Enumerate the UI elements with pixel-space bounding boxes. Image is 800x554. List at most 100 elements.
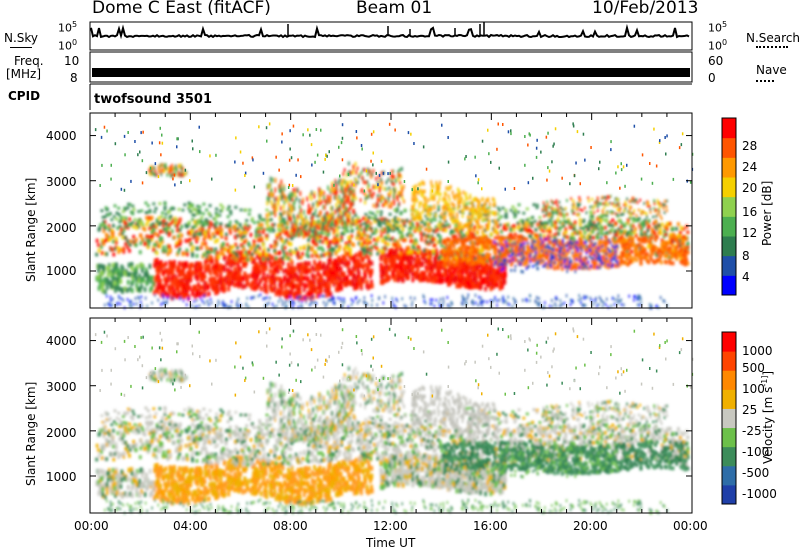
data-cell [404, 264, 408, 270]
data-cell [434, 213, 437, 218]
data-cell [168, 218, 172, 222]
data-cell [220, 228, 224, 233]
data-cell [278, 183, 281, 189]
data-cell [182, 262, 186, 268]
data-cell [378, 222, 382, 226]
data-cell [177, 261, 181, 267]
freq-label-1: Freq. [14, 54, 44, 68]
data-cell [630, 249, 634, 254]
data-cell [347, 267, 351, 273]
data-cell [170, 295, 174, 301]
data-cell [156, 289, 160, 295]
data-cell [483, 228, 487, 233]
data-cell [310, 273, 314, 279]
data-cell [214, 239, 217, 244]
data-cell [188, 267, 192, 273]
data-cell [324, 252, 328, 256]
data-cell [432, 272, 436, 278]
data-cell [545, 228, 549, 233]
data-cell [397, 230, 401, 234]
data-cell [153, 210, 157, 214]
data-cell [190, 248, 194, 253]
data-cell [203, 230, 207, 235]
data-cell [363, 221, 367, 225]
data-cell [467, 264, 471, 270]
data-cell [337, 255, 341, 261]
data-cell [400, 252, 404, 258]
data-cell [413, 250, 416, 255]
data-cell [441, 227, 445, 232]
data-cell [164, 227, 168, 232]
data-cell [214, 225, 218, 229]
data-cell [241, 256, 245, 261]
data-cell [458, 226, 461, 231]
data-cell [215, 220, 219, 225]
data-cell [196, 231, 199, 236]
data-cell [473, 249, 477, 254]
data-cell [242, 240, 246, 245]
data-cell [175, 241, 179, 246]
freq-panel [89, 51, 693, 83]
data-cell [647, 224, 651, 229]
data-cell [108, 227, 112, 232]
data-cell [411, 244, 415, 249]
data-cell [429, 260, 432, 266]
data-cell [308, 230, 311, 236]
data-cell [399, 260, 403, 266]
data-cell [392, 224, 396, 228]
data-cell [383, 270, 386, 276]
data-cell [167, 210, 171, 214]
data-cell [550, 220, 554, 225]
data-cell [422, 181, 425, 186]
data-cell [323, 195, 325, 201]
data-cell [650, 235, 654, 240]
power-panel [89, 112, 694, 310]
data-cell [383, 218, 386, 222]
data-cell [587, 228, 591, 232]
data-cell [327, 276, 331, 282]
data-cell [162, 270, 166, 276]
data-cell [312, 286, 316, 292]
data-cell [185, 252, 189, 257]
data-cell [269, 176, 272, 182]
data-cell [341, 271, 345, 277]
data-cell [266, 273, 270, 279]
data-cell [435, 266, 439, 272]
data-cell [208, 277, 212, 283]
data-cell [457, 260, 461, 266]
data-cell [369, 251, 373, 256]
data-cell [487, 197, 490, 202]
data-cell [135, 225, 139, 230]
data-cell [262, 257, 265, 261]
data-cell [401, 227, 405, 232]
data-cell [212, 278, 216, 284]
data-cell [446, 223, 450, 227]
data-cell [401, 219, 405, 223]
data-cell [605, 218, 609, 221]
noise-tick-bottom-left: 100 [58, 38, 78, 53]
data-cell [532, 203, 536, 207]
data-cell [172, 292, 176, 298]
data-cell [398, 245, 402, 250]
data-cell [209, 221, 213, 225]
data-cell [365, 242, 369, 247]
data-cell [152, 247, 156, 252]
data-cell [458, 252, 461, 257]
data-cell [255, 262, 259, 268]
data-cell [424, 227, 428, 232]
data-cell [370, 260, 374, 266]
data-cell [578, 218, 582, 223]
data-cell [369, 221, 373, 226]
data-cell [448, 197, 451, 202]
data-cell [307, 281, 311, 286]
data-cell [294, 216, 296, 222]
data-cell [144, 211, 148, 215]
data-cell [451, 252, 455, 257]
data-cell [364, 213, 368, 216]
data-cell [154, 242, 158, 247]
data-cell [422, 248, 426, 253]
data-cell [600, 239, 604, 244]
data-cell [380, 276, 384, 282]
data-cell [386, 276, 390, 282]
data-cell [270, 199, 273, 205]
